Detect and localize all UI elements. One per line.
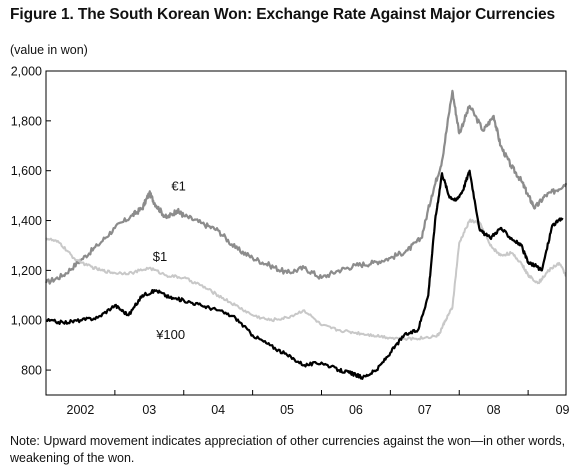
x-tick-label: 04 xyxy=(211,403,225,417)
x-tick-label: 07 xyxy=(418,403,432,417)
series-line-3 xyxy=(45,169,564,380)
y-tick-label: 1,800 xyxy=(11,114,42,128)
x-tick-label: 06 xyxy=(349,403,363,417)
series-label: €1 xyxy=(171,179,185,194)
y-tick-label: 800 xyxy=(21,364,42,378)
y-tick-label: 1,600 xyxy=(11,164,42,178)
y-tick-label: 1,400 xyxy=(11,214,42,228)
figure-note: Note: Upward movement indicates apprecia… xyxy=(10,434,566,465)
x-tick-label: 08 xyxy=(487,403,501,417)
series-label: $1 xyxy=(153,249,167,264)
y-tick-label: 2,000 xyxy=(11,65,42,79)
x-tick-label: 2002 xyxy=(67,403,95,417)
plot-frame xyxy=(45,70,567,396)
y-tick-label: 1,200 xyxy=(11,264,42,278)
y-axis-label: (value in won) xyxy=(10,43,88,57)
x-tick-label: 05 xyxy=(280,403,294,417)
y-tick-label: 1,000 xyxy=(11,314,42,328)
x-tick-label: 03 xyxy=(142,403,156,417)
series-line-2 xyxy=(45,218,567,341)
series-line-1 xyxy=(45,89,568,285)
series-label: ¥100 xyxy=(155,327,185,342)
figure-title: Figure 1. The South Korean Won: Exchange… xyxy=(10,6,556,23)
x-tick-label: 09 xyxy=(556,403,570,417)
